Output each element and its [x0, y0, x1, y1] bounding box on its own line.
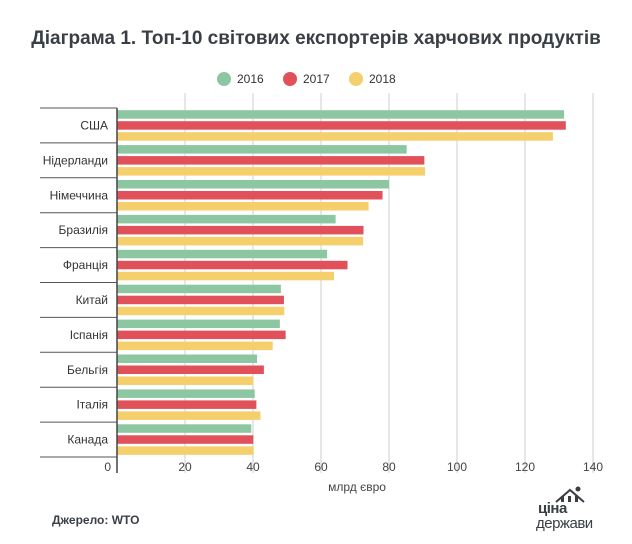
source-note: Джерело: WTO [52, 513, 140, 527]
bar-2018 [117, 202, 369, 211]
bar-2017 [117, 295, 284, 305]
category-label: Італія [76, 398, 108, 412]
legend-label: 2017 [303, 72, 330, 86]
bar-2017 [117, 191, 383, 200]
x-axis-ticks: 0 20 40 60 80 100 120 140 [104, 460, 603, 474]
category-separators [40, 107, 117, 458]
bar-2016 [117, 284, 281, 294]
x-tick-label: 120 [515, 460, 535, 474]
grid-lines [184, 93, 594, 473]
logo-line-1: ціна [538, 500, 567, 517]
category-label: Китай [76, 293, 108, 307]
legend-label: 2018 [369, 72, 396, 86]
bar-2018 [117, 167, 426, 176]
legend-swatch [349, 72, 363, 86]
x-tick-label: 40 [246, 460, 260, 474]
bar-2016 [117, 389, 255, 398]
logo-line-2: держави [536, 515, 593, 532]
bar-2018 [117, 341, 273, 351]
bar-2018 [117, 132, 553, 141]
category-label: Франція [63, 258, 108, 272]
bar-2016 [117, 249, 328, 259]
x-tick-label: 80 [382, 460, 396, 474]
bar-2018 [117, 376, 254, 385]
bar-2018 [117, 271, 334, 281]
category-label: Нідерланди [43, 153, 108, 167]
bar-2017 [117, 121, 566, 130]
legend-label: 2016 [237, 72, 264, 86]
bar-2018 [117, 446, 254, 455]
brand-logo: ціна держави [532, 486, 624, 536]
bar-2016 [117, 214, 336, 224]
bar-2016 [117, 110, 565, 119]
x-tick-label: 0 [104, 460, 111, 474]
x-tick-label: 20 [178, 460, 192, 474]
bar-2018 [117, 236, 364, 246]
bar-2017 [117, 400, 257, 409]
bar-2017 [117, 435, 254, 444]
legend-swatch [217, 72, 231, 86]
bar-2017 [117, 156, 425, 165]
bars [117, 110, 566, 455]
category-label: Бельгія [67, 363, 108, 377]
bar-2016 [117, 424, 252, 433]
category-label: Канада [67, 433, 108, 447]
building-icon [555, 486, 585, 503]
chart-title: Діаграма 1. Топ-10 світових експортерів … [31, 28, 601, 49]
bar-2017 [117, 260, 348, 270]
category-label: Іспанія [70, 328, 108, 342]
bar-2016 [117, 354, 258, 363]
x-tick-label: 100 [447, 460, 467, 474]
category-label: Бразилія [59, 223, 108, 237]
category-label: США [80, 118, 108, 132]
bar-2018 [117, 411, 261, 420]
bar-2016 [117, 180, 389, 189]
x-tick-label: 140 [583, 460, 603, 474]
legend: 2016 2017 2018 [217, 72, 396, 86]
x-tick-label: 60 [314, 460, 328, 474]
bar-2017 [117, 225, 364, 235]
bar-2018 [117, 306, 285, 316]
bar-2016 [117, 319, 280, 329]
category-labels: США Нідерланди Німеччина Бразилія Франція Кит… [43, 118, 109, 446]
bar-2016 [117, 145, 407, 154]
bar-2017 [117, 330, 286, 340]
x-axis-label: млрд євро [328, 480, 386, 494]
bar-2017 [117, 365, 264, 374]
category-label: Німеччина [50, 188, 109, 202]
legend-swatch [283, 72, 297, 86]
